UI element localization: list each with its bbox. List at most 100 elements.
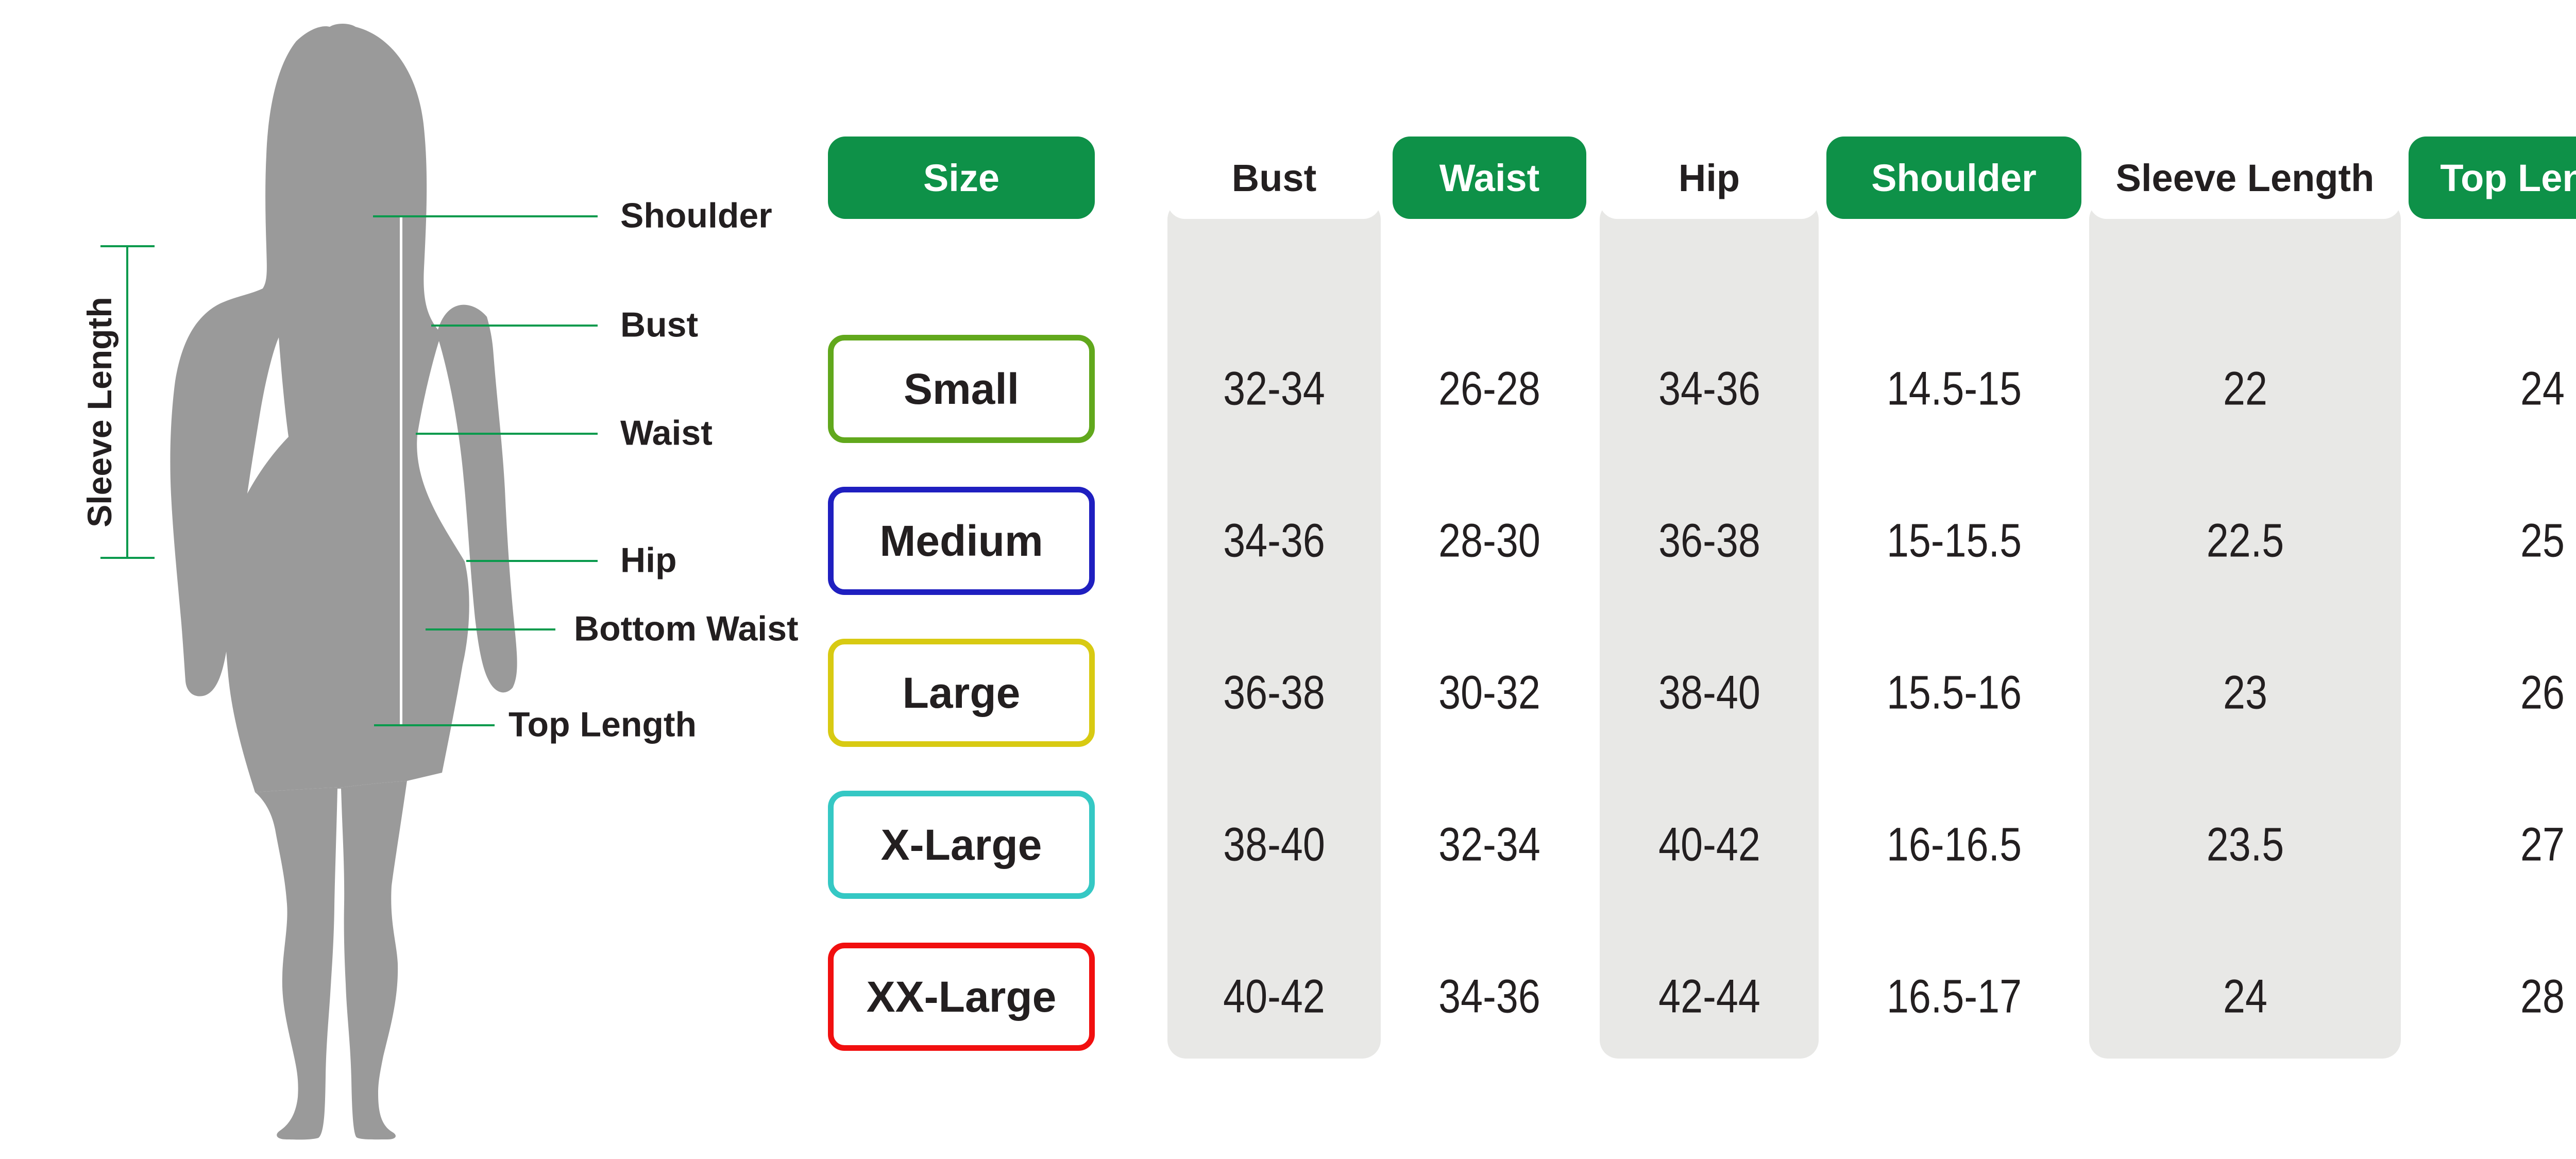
cell-small-sleeve-length: 22 (2218, 362, 2271, 416)
cell-large-shoulder: 15.5-16 (1873, 666, 2034, 720)
cell-large-top-length: 26 (2516, 666, 2569, 720)
cell-large-bust: 36-38 (1213, 666, 1334, 720)
column-header-size: Size (828, 137, 1095, 219)
cell-value: 23.5 (2206, 818, 2284, 871)
size-button-small[interactable]: Small (828, 335, 1095, 443)
column-header-shoulder: Shoulder (1826, 137, 2081, 219)
cell-x-large-hip: 40-42 (1649, 818, 1770, 872)
cell-x-large-top-length: 27 (2516, 818, 2569, 872)
cell-value: 36-38 (1658, 514, 1760, 567)
cell-xx-large-hip: 42-44 (1649, 970, 1770, 1024)
column-header-waist: Waist (1393, 137, 1586, 219)
label-waist: Waist (620, 413, 713, 453)
cell-large-waist: 30-32 (1429, 666, 1550, 720)
column-header-bust: Bust (1167, 137, 1381, 219)
size-button-medium[interactable]: Medium (828, 487, 1095, 595)
column-header-label: Size (923, 156, 1000, 199)
cell-value: 38-40 (1658, 666, 1760, 719)
center-measure-line (400, 216, 402, 725)
column-header-top-length: Top Length (2409, 137, 2576, 219)
cell-x-large-bust: 38-40 (1213, 818, 1334, 872)
cell-value: 34-36 (1223, 514, 1325, 567)
cell-value: 15-15.5 (1886, 514, 2022, 567)
cell-small-top-length: 24 (2516, 362, 2569, 416)
cell-value: 40-42 (1658, 818, 1760, 871)
label-shoulder: Shoulder (620, 196, 772, 235)
cell-value: 16.5-17 (1886, 970, 2022, 1023)
column-header-label: Shoulder (1871, 156, 2037, 199)
cell-xx-large-shoulder: 16.5-17 (1873, 970, 2034, 1024)
cell-medium-bust: 34-36 (1213, 514, 1334, 568)
cell-value: 28 (2520, 970, 2565, 1023)
cell-small-bust: 32-34 (1213, 362, 1334, 416)
size-button-label: Large (902, 668, 1021, 717)
cell-value: 34-36 (1658, 362, 1760, 415)
size-button-label: Medium (879, 516, 1043, 565)
cell-small-hip: 34-36 (1649, 362, 1770, 416)
cell-xx-large-bust: 40-42 (1213, 970, 1334, 1024)
cell-xx-large-top-length: 28 (2516, 970, 2569, 1024)
cell-x-large-waist: 32-34 (1429, 818, 1550, 872)
label-hip: Hip (620, 540, 677, 580)
cell-value: 36-38 (1223, 666, 1325, 719)
size-button-large[interactable]: Large (828, 639, 1095, 747)
cell-value: 34-36 (1438, 970, 1540, 1023)
cell-large-sleeve-length: 23 (2218, 666, 2271, 720)
label-bust: Bust (620, 305, 699, 345)
cell-value: 30-32 (1438, 666, 1540, 719)
legs-silhouette-icon (255, 781, 407, 1140)
column-header-label: Top Length (2440, 156, 2576, 199)
cell-xx-large-sleeve-length: 24 (2218, 970, 2271, 1024)
diagram-graphics (100, 24, 598, 1140)
size-button-x-large[interactable]: X-Large (828, 791, 1095, 899)
size-button-label: XX-Large (866, 972, 1057, 1021)
cell-small-shoulder: 14.5-15 (1873, 362, 2034, 416)
cell-value: 23 (2223, 666, 2267, 719)
column-header-label: Waist (1439, 156, 1540, 199)
cell-medium-top-length: 25 (2516, 514, 2569, 568)
label-top-length: Top Length (509, 705, 697, 744)
cell-value: 25 (2520, 514, 2565, 567)
cell-medium-hip: 36-38 (1649, 514, 1770, 568)
cell-value: 26-28 (1438, 362, 1540, 415)
measurement-diagram: Shoulder Bust Waist Hip Bottom Waist Top… (0, 0, 799, 1159)
column-band-hip (1600, 201, 1819, 1059)
cell-value: 24 (2223, 970, 2267, 1023)
cell-value: 14.5-15 (1886, 362, 2022, 415)
cell-value: 24 (2520, 362, 2565, 415)
column-header-label: Hip (1678, 156, 1740, 199)
cell-value: 27 (2520, 818, 2565, 871)
size-button-label: X-Large (880, 820, 1042, 869)
cell-x-large-shoulder: 16-16.5 (1873, 818, 2034, 872)
cell-small-waist: 26-28 (1429, 362, 1550, 416)
column-band-sleeve-length (2089, 201, 2401, 1059)
column-header-sleeve-length: Sleeve Length (2089, 137, 2401, 219)
cell-value: 38-40 (1223, 818, 1325, 871)
cell-value: 16-16.5 (1886, 818, 2022, 871)
cell-value: 22.5 (2206, 514, 2284, 567)
size-button-label: Small (903, 364, 1020, 413)
cell-medium-waist: 28-30 (1429, 514, 1550, 568)
label-bottom-waist: Bottom Waist (574, 609, 799, 649)
column-band-bust (1167, 201, 1381, 1059)
cell-xx-large-waist: 34-36 (1429, 970, 1550, 1024)
column-header-label: Bust (1231, 156, 1317, 199)
cell-value: 22 (2223, 362, 2267, 415)
cell-value: 42-44 (1658, 970, 1760, 1023)
cell-value: 32-34 (1223, 362, 1325, 415)
cell-value: 28-30 (1438, 514, 1540, 567)
cell-large-hip: 38-40 (1649, 666, 1770, 720)
cell-value: 40-42 (1223, 970, 1325, 1023)
cell-x-large-sleeve-length: 23.5 (2199, 818, 2291, 872)
cell-medium-shoulder: 15-15.5 (1873, 514, 2034, 568)
body-silhouette-icon (170, 24, 517, 792)
cell-value: 15.5-16 (1886, 666, 2022, 719)
cell-value: 32-34 (1438, 818, 1540, 871)
size-button-xx-large[interactable]: XX-Large (828, 943, 1095, 1051)
column-header-hip: Hip (1600, 137, 1819, 219)
cell-medium-sleeve-length: 22.5 (2199, 514, 2291, 568)
cell-value: 26 (2520, 666, 2565, 719)
column-header-label: Sleeve Length (2115, 156, 2375, 199)
